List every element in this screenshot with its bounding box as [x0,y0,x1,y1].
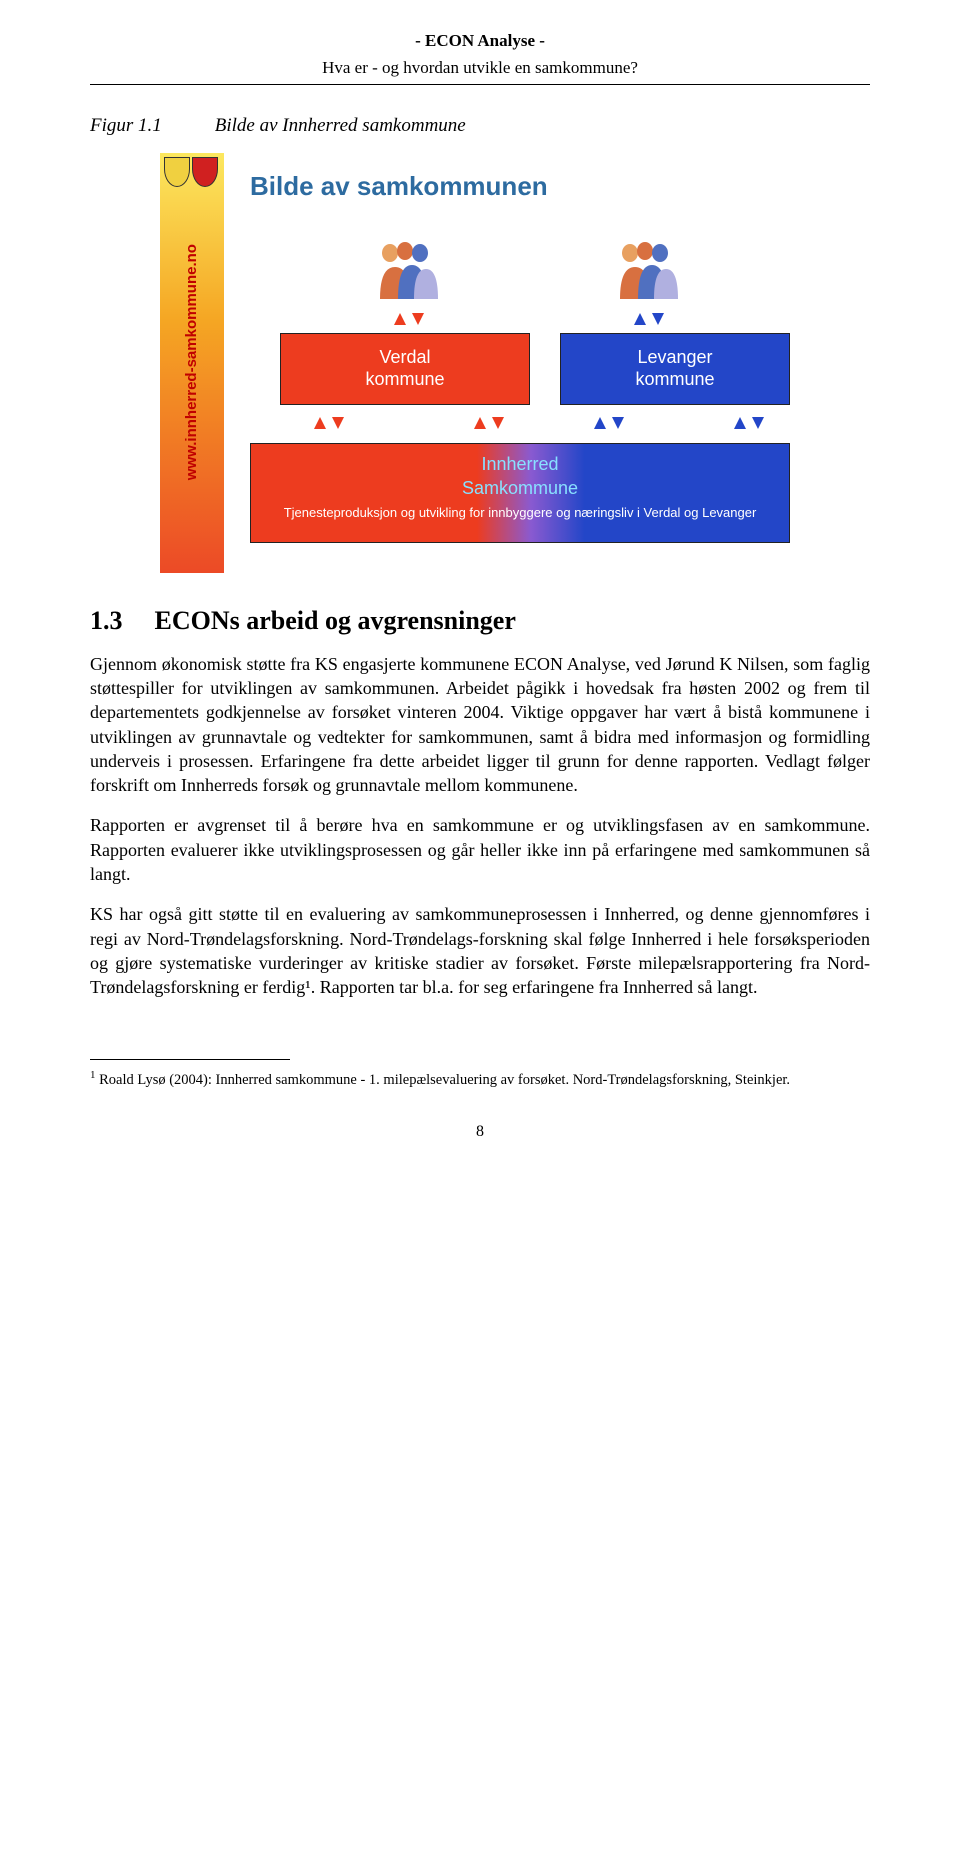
diagram-sidebar: www.innherred-samkommune.no [160,153,224,573]
doc-header-line1: - ECON Analyse - [90,30,870,53]
innherred-line2: Samkommune [251,476,789,500]
arrow-pair-icon [594,417,624,429]
verdal-box: Verdal kommune [280,333,530,405]
arrow-pair-icon [734,417,764,429]
arrow-down-icon [652,313,664,325]
verdal-line2: kommune [365,369,444,391]
doc-header-line2: Hva er - og hvordan utvikle en samkommun… [90,57,870,85]
coat-of-arms-icons [164,157,218,187]
levanger-box: Levanger kommune [560,333,790,405]
innherred-line1: Innherred [251,452,789,476]
levanger-line2: kommune [635,369,714,391]
arrow-down-icon [332,417,344,429]
footnote: 1 Roald Lysø (2004): Innherred samkommun… [90,1068,870,1090]
shield-icon [192,157,218,187]
arrow-pair-icon [394,313,424,325]
arrow-pair-icon [474,417,504,429]
people-icon [610,239,680,299]
diagram-title: Bilde av samkommunen [250,169,548,204]
arrow-pair-icon [634,313,664,325]
arrow-up-icon [314,417,326,429]
arrow-up-icon [394,313,406,325]
section-title: ECONs arbeid og avgrensninger [155,606,516,635]
arrow-pair-icon [314,417,344,429]
paragraph-1: Gjennom økonomisk støtte fra KS engasjer… [90,652,870,798]
verdal-line1: Verdal [379,347,430,369]
arrow-down-icon [412,313,424,325]
footnote-separator [90,1059,290,1060]
arrow-up-icon [474,417,486,429]
section-number: 1.3 [90,603,148,638]
footnote-text: Roald Lysø (2004): Innherred samkommune … [99,1072,790,1088]
arrow-up-icon [594,417,606,429]
arrow-down-icon [492,417,504,429]
figure-caption: Figur 1.1 Bilde av Innherred samkommune [90,113,870,139]
levanger-line1: Levanger [637,347,712,369]
figure-title: Bilde av Innherred samkommune [215,115,466,136]
paragraph-2: Rapporten er avgrenset til å berøre hva … [90,813,870,886]
shield-icon [164,157,190,187]
footnote-marker: 1 [90,1069,96,1081]
arrow-down-icon [752,417,764,429]
people-icon [370,239,440,299]
samkommune-diagram: www.innherred-samkommune.no Bilde av sam… [160,153,800,573]
innherred-box: Innherred Samkommune Tjenesteproduksjon … [250,443,790,543]
innherred-subtitle: Tjenesteproduksjon og utvikling for innb… [251,504,789,522]
figure-number: Figur 1.1 [90,113,210,139]
page-number: 8 [90,1121,870,1143]
sidebar-url: www.innherred-samkommune.no [182,244,202,480]
arrow-up-icon [634,313,646,325]
section-heading: 1.3 ECONs arbeid og avgrensninger [90,603,870,638]
arrow-up-icon [734,417,746,429]
arrow-down-icon [612,417,624,429]
paragraph-3: KS har også gitt støtte til en evaluerin… [90,902,870,999]
